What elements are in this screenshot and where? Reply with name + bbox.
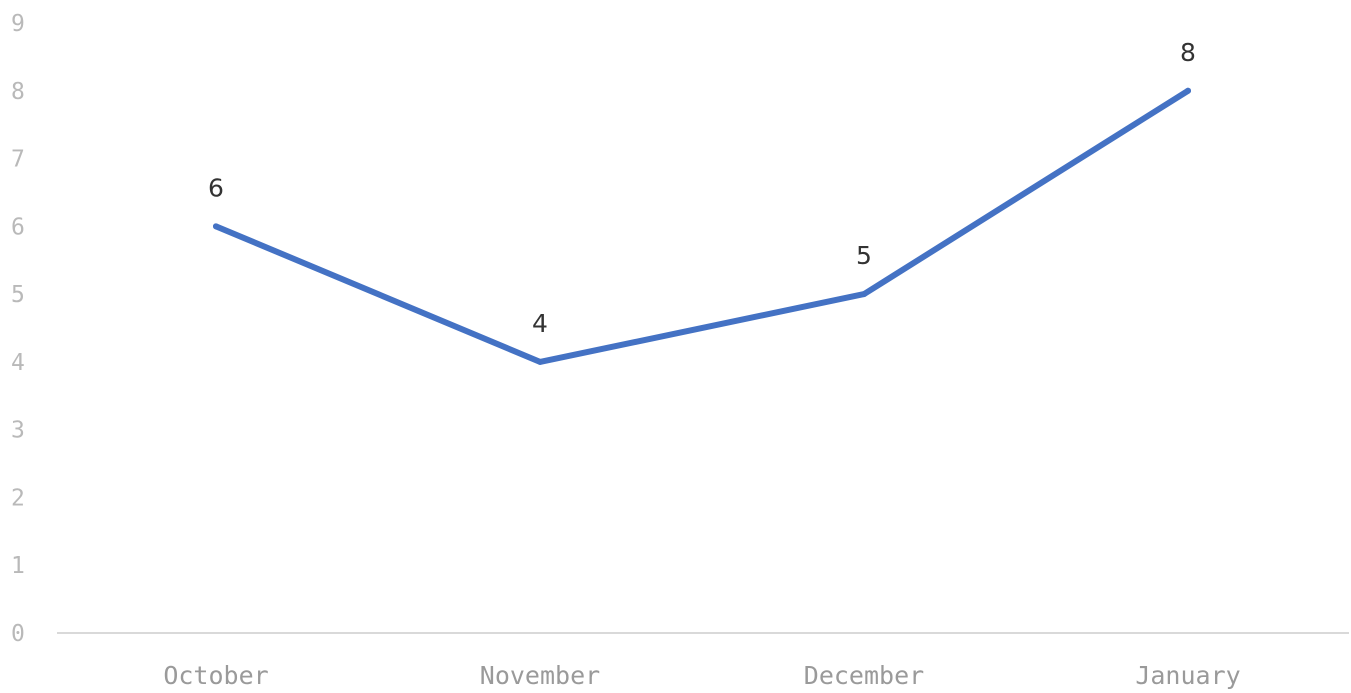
y-tick-label: 6: [11, 214, 25, 240]
y-tick-label: 0: [11, 621, 25, 647]
x-tick-label: December: [804, 661, 924, 690]
data-label: 6: [208, 173, 224, 202]
y-tick-label: 9: [11, 11, 25, 37]
x-axis-tick-labels: October November December January: [163, 661, 1240, 690]
y-tick-label: 7: [11, 147, 25, 173]
x-tick-label: January: [1135, 661, 1240, 690]
y-axis-tick-labels: 0 1 2 3 4 5 6 7 8 9: [11, 11, 25, 647]
data-label: 8: [1180, 38, 1196, 67]
y-tick-label: 3: [11, 418, 25, 444]
series-line: [213, 87, 1191, 365]
data-point: [213, 223, 219, 230]
data-point: [1185, 87, 1191, 94]
y-tick-label: 2: [11, 485, 25, 511]
y-tick-label: 8: [11, 79, 25, 105]
x-tick-label: October: [163, 661, 268, 690]
y-tick-label: 5: [11, 282, 25, 308]
y-tick-label: 1: [11, 553, 25, 579]
data-point: [861, 291, 867, 298]
x-tick-label: November: [480, 661, 600, 690]
data-point: [537, 358, 543, 365]
data-label: 4: [532, 309, 548, 338]
data-labels: 6 4 5 8: [208, 38, 1196, 338]
data-label: 5: [856, 241, 872, 270]
y-tick-label: 4: [11, 350, 25, 376]
series-points: [213, 87, 1191, 365]
